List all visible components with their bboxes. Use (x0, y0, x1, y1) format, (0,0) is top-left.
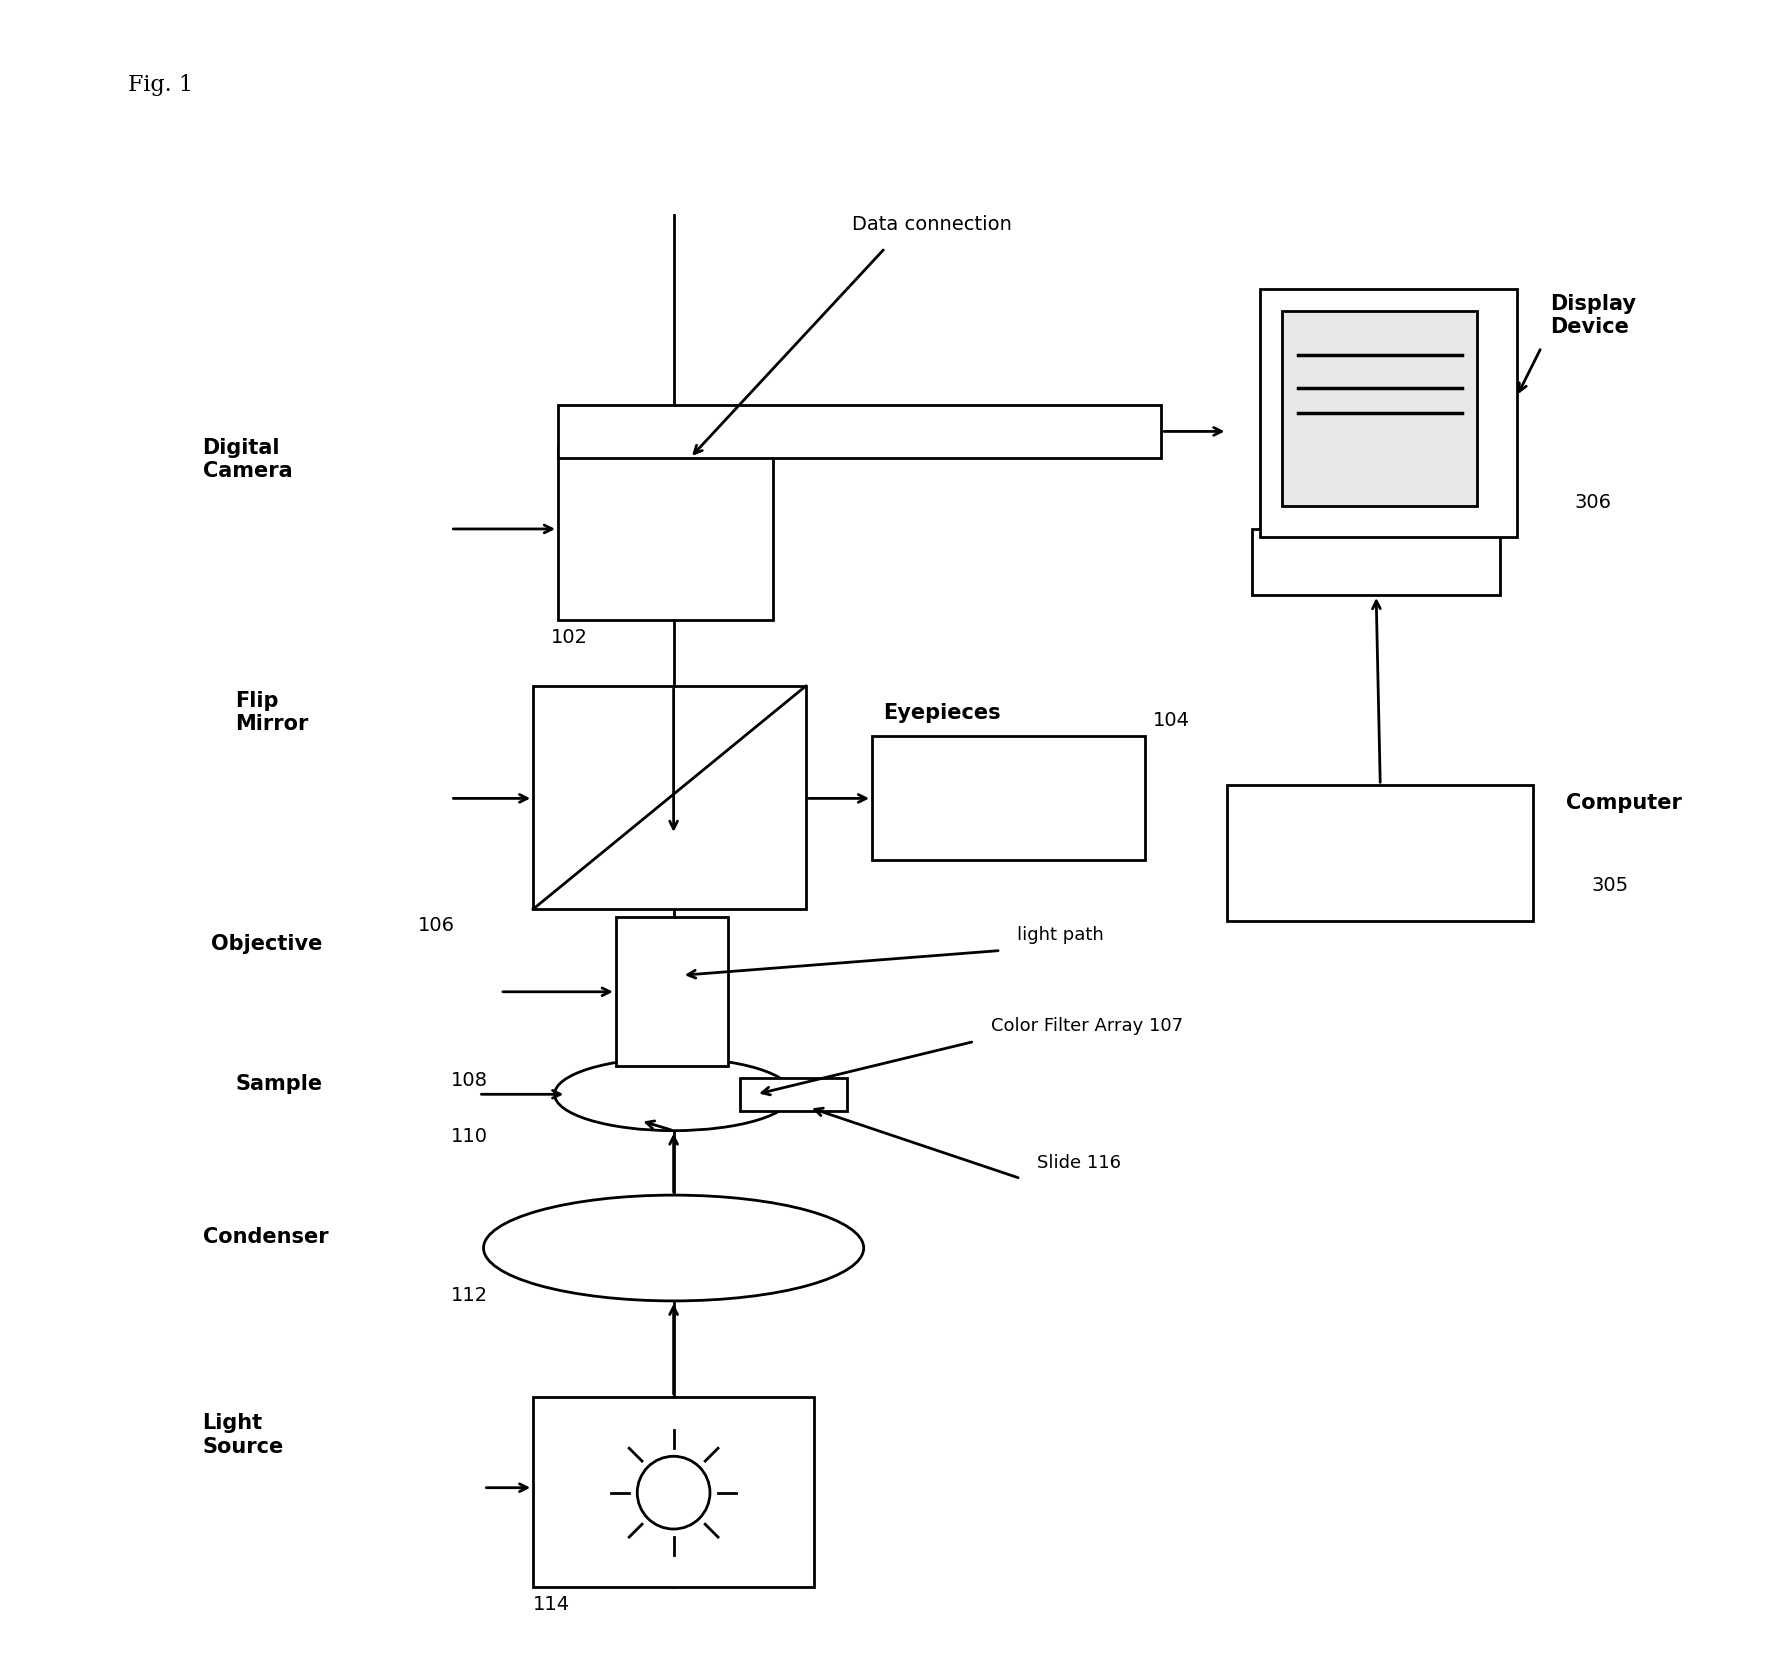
Bar (1281, 311, 1477, 506)
Text: Digital
Camera: Digital Camera (203, 438, 291, 481)
Bar (558, 405, 1160, 458)
Text: 305: 305 (1590, 876, 1628, 894)
Ellipse shape (554, 1058, 793, 1131)
Text: 114: 114 (533, 1595, 570, 1613)
Bar (558, 446, 773, 620)
Text: Eyepieces: Eyepieces (883, 703, 1000, 722)
Text: Flip
Mirror: Flip Mirror (236, 691, 309, 734)
Bar (533, 1397, 814, 1587)
Text: light path: light path (1018, 926, 1104, 944)
Text: 102: 102 (551, 628, 588, 646)
Text: Sample: Sample (236, 1074, 323, 1094)
Text: Color Filter Array 107: Color Filter Array 107 (992, 1017, 1183, 1035)
Ellipse shape (483, 1195, 864, 1301)
Bar (617, 917, 729, 1066)
Bar (1228, 785, 1534, 921)
Text: Slide 116: Slide 116 (1038, 1154, 1121, 1172)
Text: Condenser: Condenser (203, 1227, 329, 1246)
Text: Fig. 1: Fig. 1 (128, 74, 194, 96)
Bar (1260, 289, 1516, 537)
Text: 112: 112 (450, 1286, 487, 1304)
Bar (533, 686, 805, 909)
Text: Objective: Objective (211, 934, 322, 954)
Text: 110: 110 (450, 1127, 487, 1146)
Text: 106: 106 (418, 916, 455, 934)
Text: Data connection: Data connection (853, 215, 1013, 233)
Bar (873, 736, 1144, 860)
Text: Light
Source: Light Source (203, 1413, 284, 1456)
Bar (1253, 529, 1500, 595)
Text: 108: 108 (450, 1071, 487, 1089)
Text: Computer: Computer (1566, 793, 1683, 813)
Text: Display
Device: Display Device (1550, 294, 1635, 337)
Bar (739, 1078, 848, 1111)
Text: 104: 104 (1153, 711, 1191, 729)
Text: 306: 306 (1574, 493, 1612, 511)
